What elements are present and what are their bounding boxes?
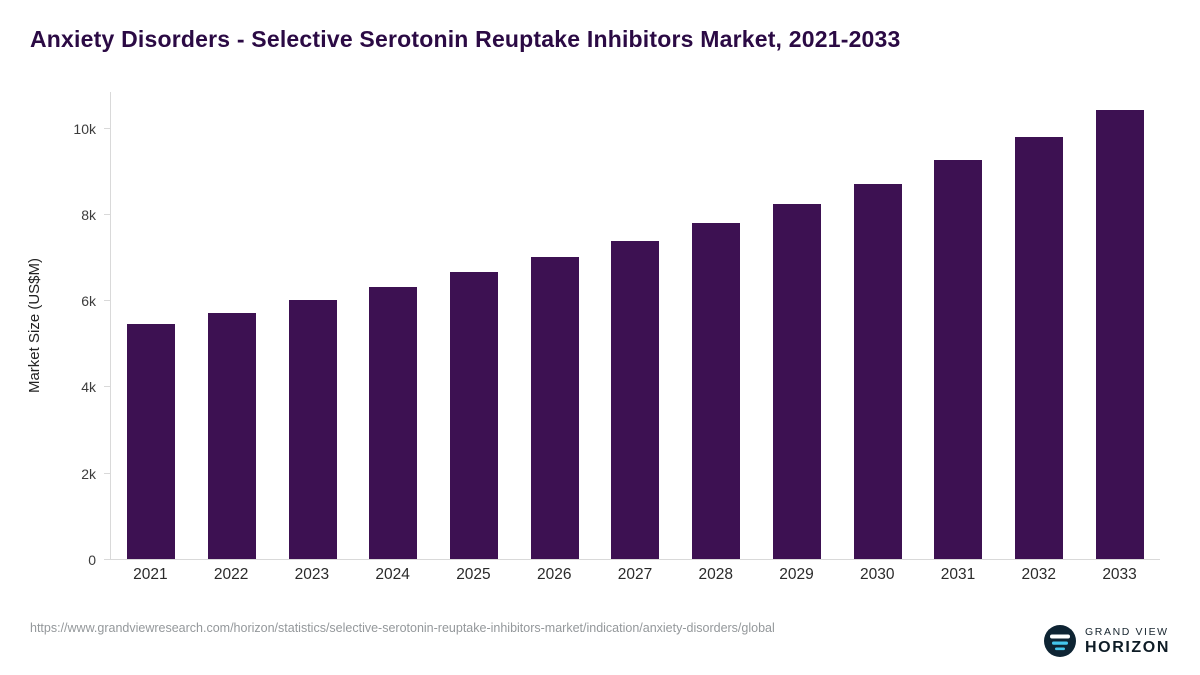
- x-tick-label: 2027: [617, 566, 653, 583]
- bar-2022: [208, 313, 257, 559]
- x-tick-label: 2033: [1102, 566, 1137, 583]
- x-tick-label: 2022: [213, 566, 249, 583]
- horizon-circle-icon: [1044, 625, 1077, 657]
- footer: https://www.grandviewresearch.com/horizo…: [0, 613, 1200, 675]
- bar-2026: [530, 257, 579, 559]
- x-tick-label: 2021: [133, 566, 168, 583]
- y-tick-mark: [104, 472, 110, 474]
- bar-slot: [692, 92, 741, 559]
- brand-text: GRAND VIEW HORIZON: [1085, 626, 1170, 657]
- y-tick-mark: [104, 559, 110, 560]
- y-tick-label: 10k: [73, 120, 96, 137]
- y-axis: 0 2k 4k 6k 8k 10k: [0, 92, 110, 568]
- brand-horizon: HORIZON: [1085, 638, 1170, 656]
- brand-logo: GRAND VIEW HORIZON: [1044, 625, 1170, 657]
- bar-slot: [611, 92, 660, 559]
- brand-grand-view: GRAND VIEW: [1085, 625, 1169, 638]
- source-url: https://www.grandviewresearch.com/horizo…: [30, 621, 775, 635]
- y-tick-mark: [104, 213, 110, 215]
- y-tick-mark: [104, 386, 110, 388]
- x-tick-label: 2024: [375, 566, 410, 583]
- bar-2027: [611, 241, 660, 559]
- page-title: Anxiety Disorders - Selective Serotonin …: [30, 26, 901, 52]
- y-tick-mark: [104, 127, 110, 129]
- y-tick-label: 2k: [81, 465, 96, 482]
- bar-2031: [934, 160, 983, 559]
- bar-slot: [369, 92, 418, 559]
- x-tick-label: 2026: [536, 566, 572, 583]
- x-tick-label: 2028: [698, 566, 733, 583]
- x-tick-label: 2025: [456, 566, 491, 583]
- bar-2024: [369, 287, 418, 559]
- bar-slot: [1095, 92, 1144, 559]
- bar-2021: [127, 324, 176, 559]
- bar-2033: [1095, 110, 1144, 559]
- bar-2025: [450, 272, 499, 559]
- bar-slot: [772, 92, 821, 559]
- y-tick-label: 4k: [81, 379, 96, 396]
- x-tick-label: 2029: [779, 566, 814, 583]
- bar-slot: [1014, 92, 1063, 559]
- plot-area: [110, 92, 1160, 560]
- bar-2030: [853, 184, 902, 559]
- bar-slot: [208, 92, 257, 559]
- y-tick-label: 6k: [81, 293, 96, 310]
- x-tick-label: 2030: [860, 566, 895, 583]
- y-tick-label: 0: [88, 552, 96, 568]
- bar-slot: [450, 92, 499, 559]
- bars: [111, 92, 1160, 559]
- bar-2029: [772, 204, 821, 559]
- x-tick-label: 2031: [940, 566, 976, 583]
- y-tick-label: 8k: [81, 206, 96, 223]
- x-tick-label: 2032: [1021, 566, 1057, 583]
- bar-2028: [692, 223, 741, 559]
- x-axis: 2021 2022 2023 2024 2025 2026 2027 2028 2029 2030…: [110, 566, 1160, 592]
- bar-slot: [934, 92, 983, 559]
- bar-slot: [853, 92, 902, 559]
- bar-slot: [288, 92, 337, 559]
- y-tick-mark: [104, 300, 110, 302]
- bar-slot: [127, 92, 176, 559]
- x-tick-label: 2023: [294, 566, 330, 583]
- bar-2023: [288, 300, 337, 559]
- bar-2032: [1014, 137, 1063, 559]
- bar-slot: [530, 92, 579, 559]
